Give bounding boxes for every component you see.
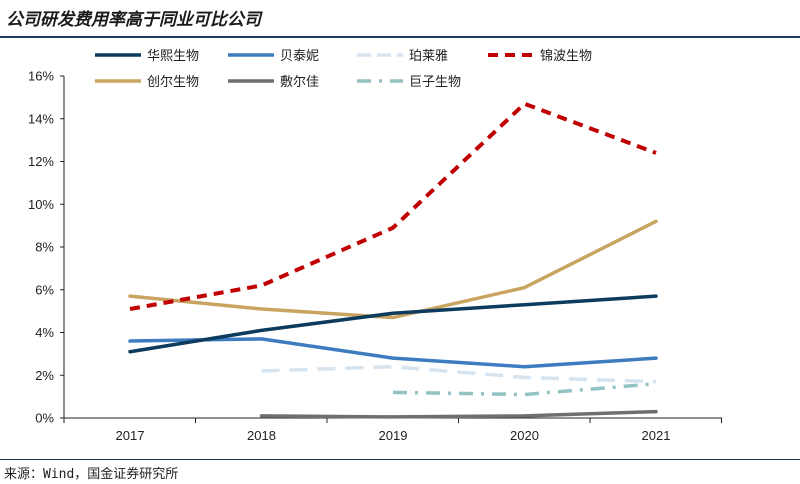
x-tick-label: 2021 — [642, 428, 671, 443]
y-tick-label: 10% — [28, 197, 54, 212]
y-tick-label: 12% — [28, 154, 54, 169]
series-lines-group — [128, 101, 658, 419]
legend-label: 巨子生物 — [409, 75, 461, 90]
title-divider — [0, 36, 800, 38]
axes-group: 0% 2% 4% 6% 8% 10% 12% 14% 16% 2017 2018 2019 2020 20… — [28, 69, 722, 443]
x-tick-label: 2019 — [379, 428, 408, 443]
legend-label: 贝泰妮 — [280, 49, 319, 64]
source-note: 来源：Wind，国金证券研究所 — [4, 467, 179, 482]
x-tick-label: 2018 — [247, 428, 276, 443]
legend-label: 敷尔佳 — [280, 75, 319, 90]
chart-title: 公司研发费用率高于同业可比公司 — [6, 10, 261, 30]
x-tick-label: 2017 — [116, 428, 145, 443]
y-tick-label: 4% — [35, 325, 54, 340]
series-line-1 — [128, 294, 658, 354]
y-tick-label: 6% — [35, 282, 54, 297]
legend-label: 创尔生物 — [147, 75, 199, 90]
series-line-2 — [128, 337, 658, 369]
legend-label: 锦波生物 — [540, 49, 592, 64]
series-line-6 — [259, 409, 658, 419]
y-tick-label: 0% — [35, 411, 54, 426]
footer-divider — [0, 459, 800, 460]
y-tick-label: 2% — [35, 368, 54, 383]
series-line-5 — [128, 219, 658, 320]
series-line-3 — [261, 364, 657, 384]
series-line-7 — [392, 382, 657, 397]
legend-label: 珀莱雅 — [409, 49, 448, 64]
y-tick-label: 8% — [35, 240, 54, 255]
y-tick-label: 14% — [28, 111, 54, 126]
x-tick-label: 2020 — [510, 428, 539, 443]
series-line-4 — [129, 101, 657, 311]
legend-label: 华熙生物 — [147, 49, 199, 64]
y-tick-label: 16% — [28, 69, 54, 84]
